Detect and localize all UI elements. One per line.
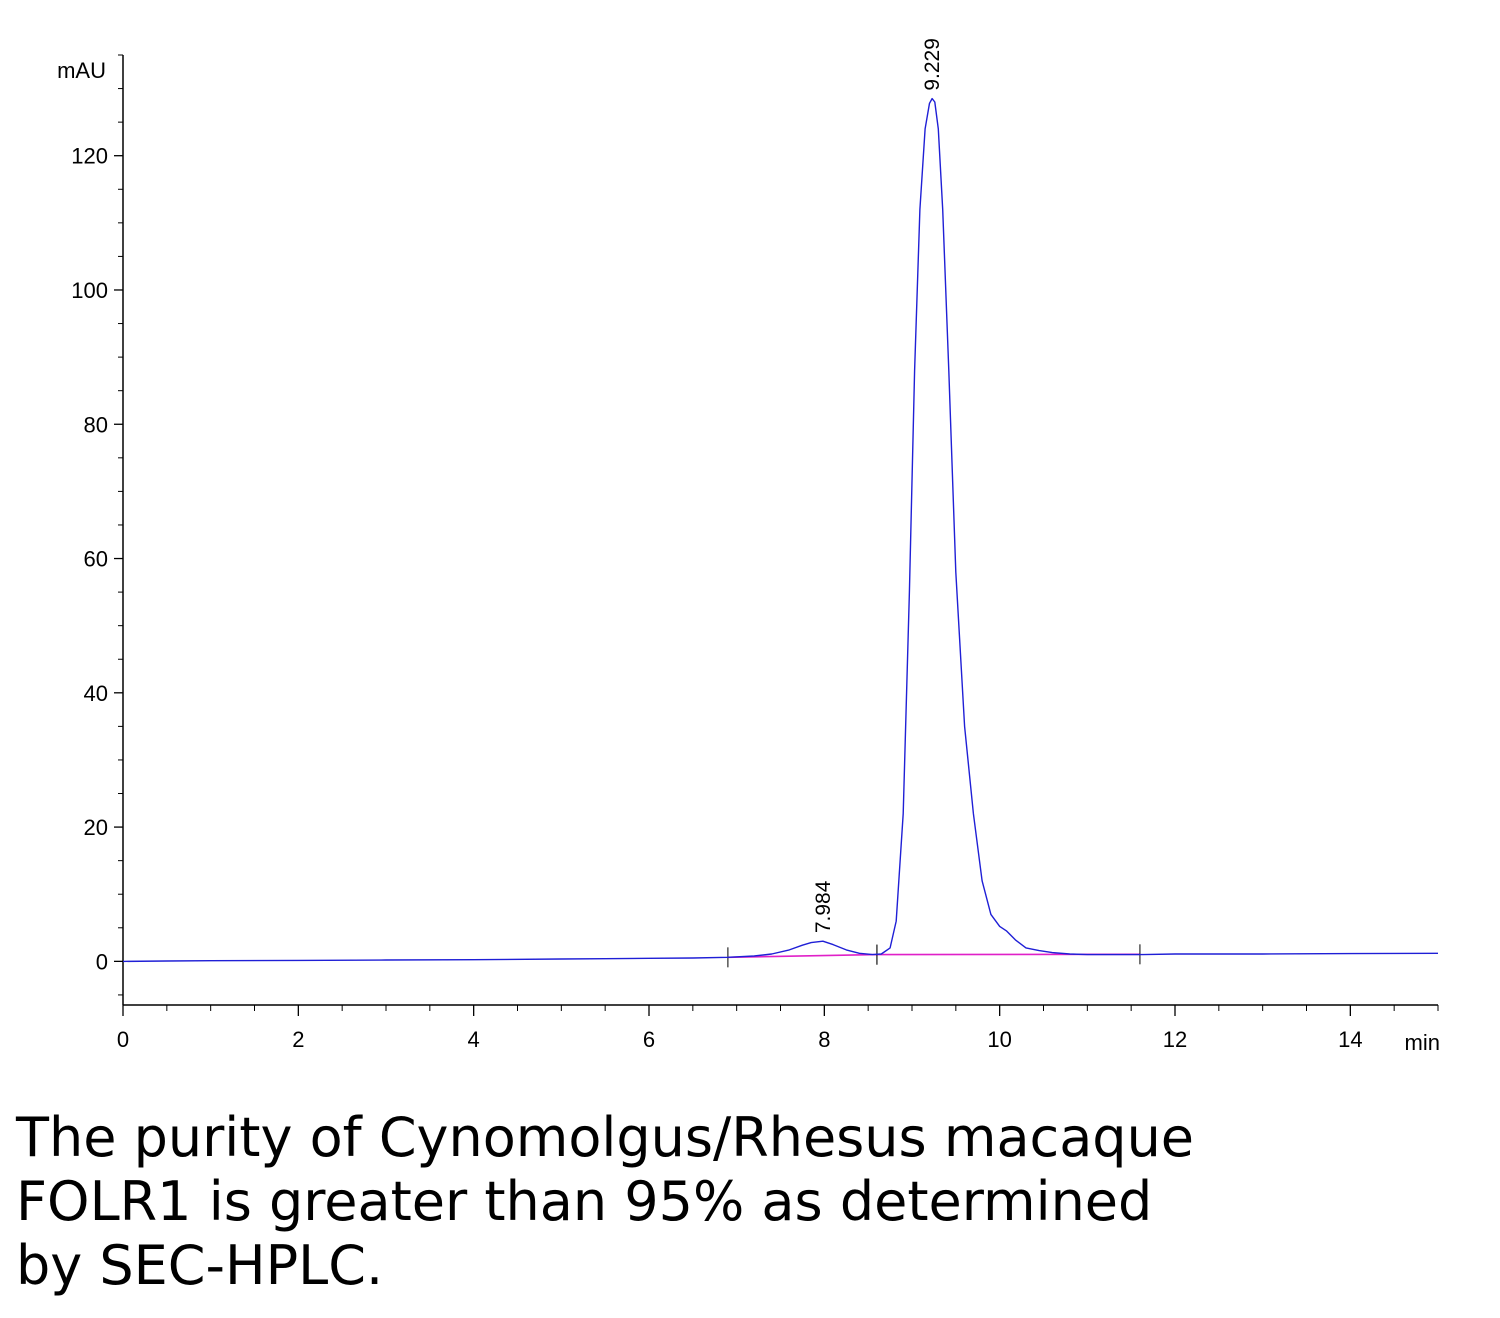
integration-baselines [727, 944, 1141, 968]
chromatogram-trace [122, 97, 1439, 963]
caption-line-1: The purity of Cynomolgus/Rhesus macaque [16, 1106, 1195, 1169]
baseline-segment [727, 953, 877, 959]
y-tick-label: 40 [84, 681, 108, 706]
x-tick-label: 14 [1338, 1027, 1362, 1052]
x-tick-label: 12 [1163, 1027, 1187, 1052]
y-tick-label: 60 [84, 547, 108, 572]
caption-line-3: by SEC-HPLC. [16, 1234, 384, 1297]
x-tick-label: 6 [643, 1027, 655, 1052]
labels: 7.984 9.229 [812, 38, 944, 933]
ticks: 0 20 40 60 80 100 120 mAU 0 2 4 6 8 10 12 14 min [57, 54, 1440, 1055]
peak-label: 7.984 [812, 880, 835, 933]
y-axis-label: mAU [57, 58, 106, 83]
x-tick-label: 10 [987, 1027, 1011, 1052]
peak-label: 9.229 [921, 38, 944, 91]
x-tick-label: 2 [292, 1027, 304, 1052]
traces [122, 97, 1439, 963]
x-tick-label: 0 [117, 1027, 129, 1052]
x-tick-label: 4 [468, 1027, 480, 1052]
axes [122, 55, 1438, 1006]
y-tick-label: 80 [84, 412, 108, 437]
y-tick-label: 20 [84, 815, 108, 840]
caption-line-2: FOLR1 is greater than 95% as determined [16, 1170, 1153, 1233]
caption: The purity of Cynomolgus/Rhesus macaque … [16, 1106, 1456, 1298]
y-tick-label: 120 [71, 144, 108, 169]
y-tick-label: 0 [96, 949, 108, 974]
chromatogram-chart: 0 20 40 60 80 100 120 mAU 0 2 4 6 8 10 12 14 min 7.984 9.… [57, 38, 1440, 1055]
x-axis-label: min [1405, 1030, 1440, 1055]
x-tick-label: 8 [818, 1027, 830, 1052]
y-tick-label: 100 [71, 278, 108, 303]
